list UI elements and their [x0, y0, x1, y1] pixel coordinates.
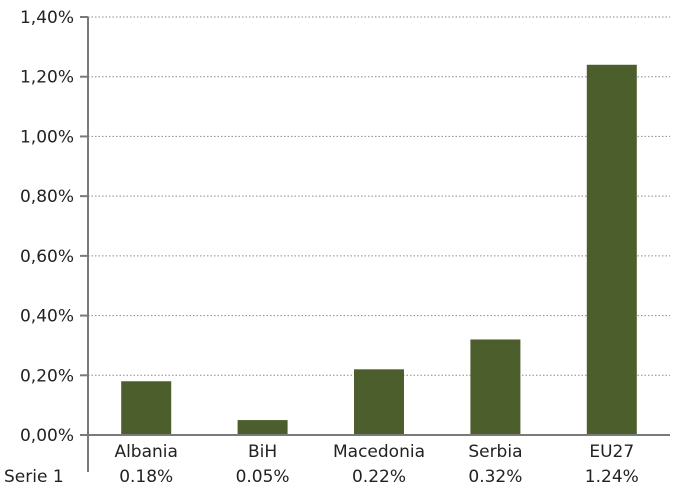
series-name: Serie 1	[4, 467, 64, 486]
data-label: 0.22%	[352, 467, 406, 486]
bar	[470, 339, 521, 435]
y-tick-label: 1,00%	[20, 127, 74, 147]
y-tick-labels: 0,00% 0,20% 0,40% 0,60% 0,80% 1,00% 1,20% 1,40%	[20, 8, 74, 446]
axes	[87, 17, 670, 472]
bars	[121, 64, 637, 436]
category-label: Albania	[114, 442, 177, 462]
bar	[354, 369, 404, 435]
bar	[237, 420, 288, 435]
data-label: 0.32%	[468, 467, 522, 486]
y-tick-label: 1,20%	[20, 68, 74, 88]
data-label: 0.05%	[236, 467, 290, 486]
y-tick-label: 0,00%	[20, 426, 74, 446]
y-tick-label: 0,40%	[20, 307, 74, 327]
y-tick-label: 0,60%	[20, 247, 74, 267]
category-label: EU27	[589, 442, 634, 462]
category-labels: Albania BiH Macedonia Serbia EU27	[114, 442, 634, 462]
bar	[121, 381, 172, 435]
category-label: Macedonia	[333, 442, 425, 462]
y-tick-label: 0,20%	[20, 366, 74, 386]
data-label: 1.24%	[585, 467, 639, 486]
category-label: BiH	[248, 442, 277, 462]
category-label: Serbia	[468, 442, 522, 462]
bar	[586, 64, 637, 436]
y-tick-label: 1,40%	[20, 8, 74, 28]
data-label: 0.18%	[119, 467, 173, 486]
y-tick-label: 0,80%	[20, 187, 74, 207]
data-table: 0.18% 0.05% 0.22% 0.32% 1.24% Serie 1	[4, 467, 639, 486]
